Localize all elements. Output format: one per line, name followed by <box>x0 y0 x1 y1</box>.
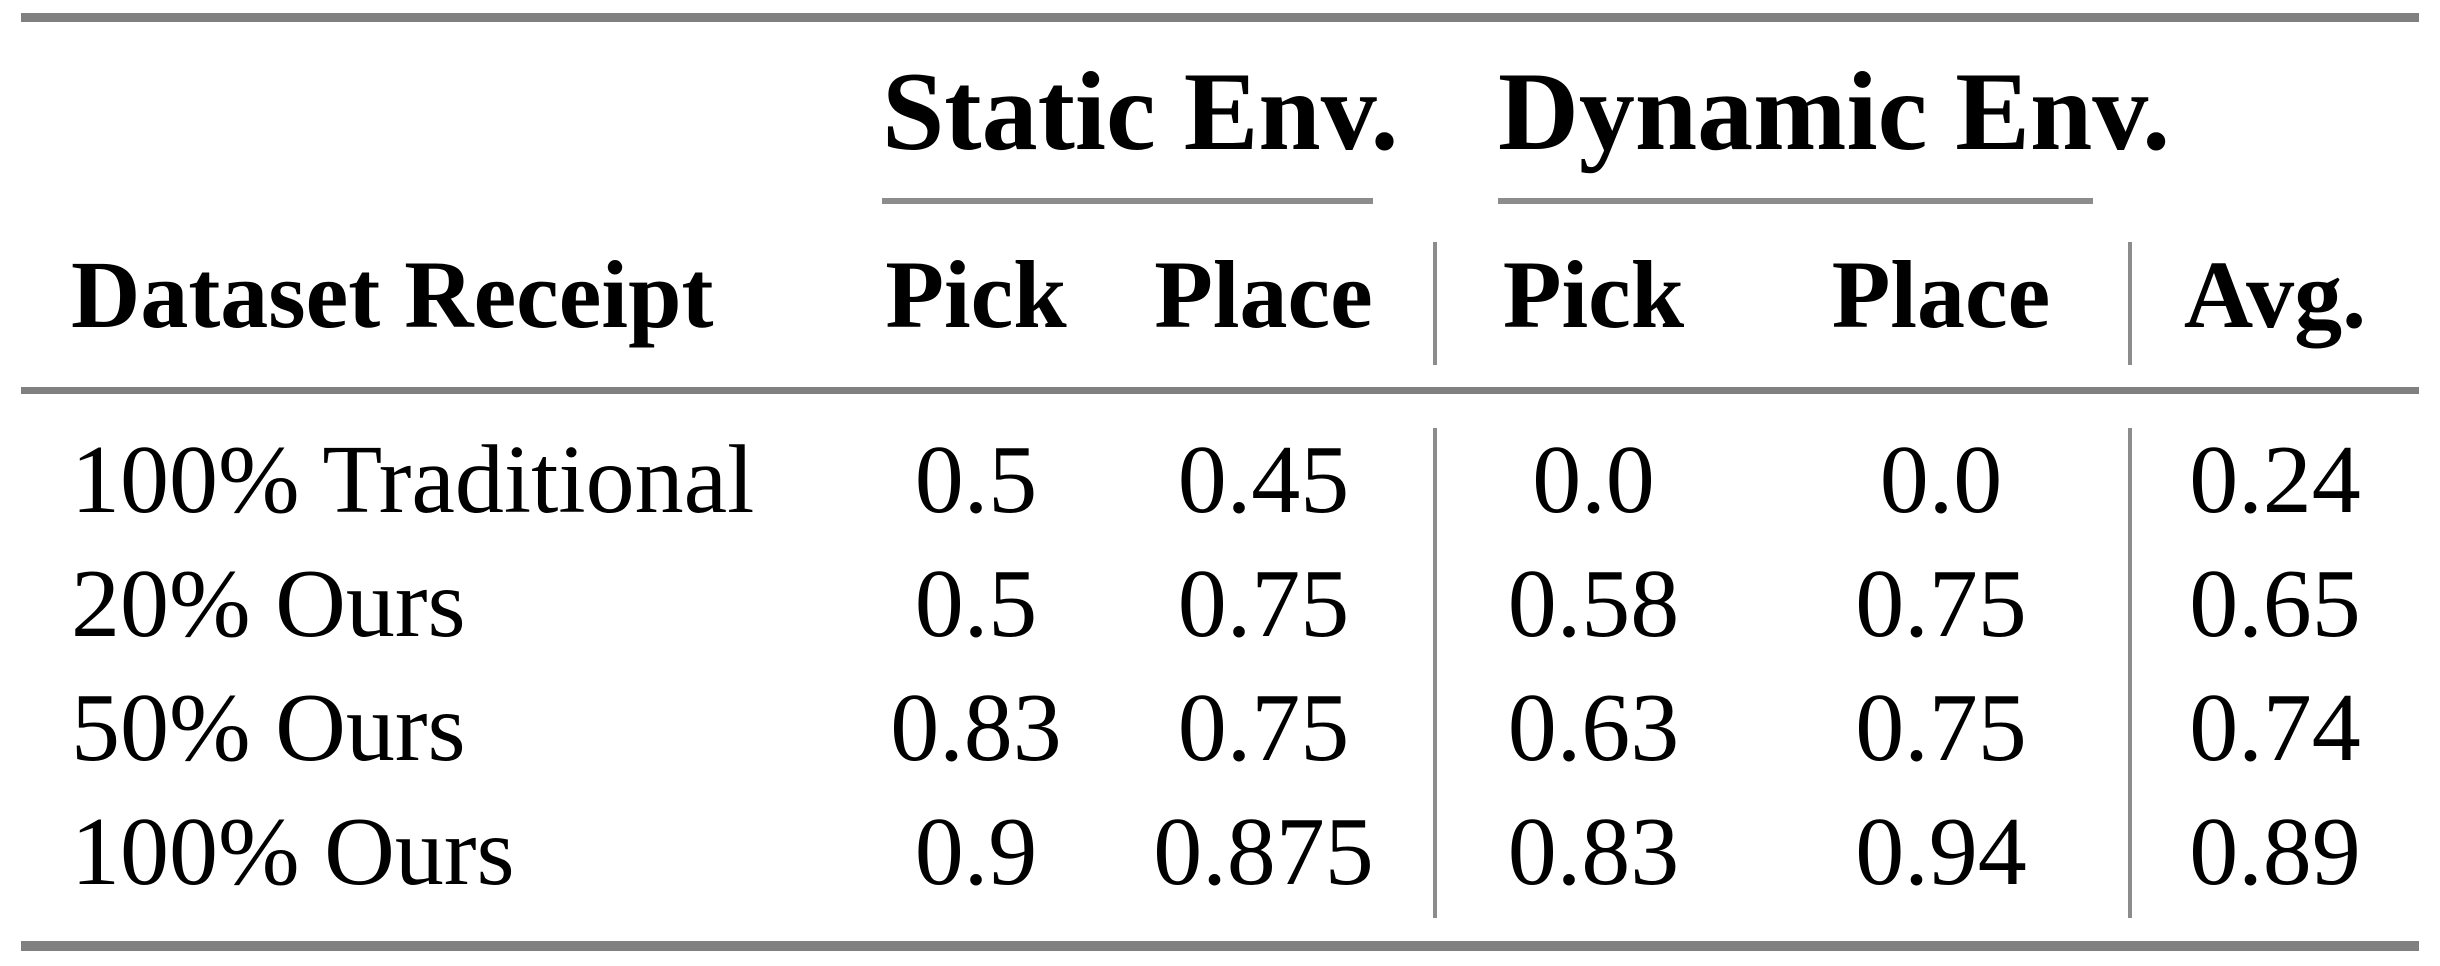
cell-static-place: 0.75 <box>1177 550 1350 658</box>
bottom-rule <box>21 941 2419 951</box>
table-row: 50% Ours 0.83 0.75 0.63 0.75 0.74 <box>21 679 2419 777</box>
column-header-row: Dataset Receipt Pick Place Pick Place Av… <box>21 247 2419 343</box>
group-header-dynamic-env: Dynamic Env. <box>1498 50 2171 174</box>
row-label: 50% Ours <box>71 674 466 782</box>
cell-dynamic-place: 0.0 <box>1879 426 2003 534</box>
cell-static-pick: 0.5 <box>914 426 1038 534</box>
cell-dynamic-place: 0.75 <box>1855 674 2027 782</box>
vline-static-dynamic-body <box>1433 428 1437 918</box>
cell-dynamic-pick: 0.0 <box>1532 426 1655 534</box>
row-label: 100% Traditional <box>71 426 755 534</box>
cell-dynamic-pick: 0.58 <box>1507 550 1680 658</box>
cell-static-place: 0.875 <box>1153 798 1374 906</box>
cell-avg: 0.65 <box>2189 550 2361 658</box>
cell-dynamic-pick: 0.63 <box>1507 674 1680 782</box>
cell-dynamic-pick: 0.83 <box>1507 798 1680 906</box>
cell-dynamic-place: 0.75 <box>1855 550 2027 658</box>
cell-static-pick: 0.5 <box>914 550 1038 658</box>
cell-avg: 0.89 <box>2189 798 2361 906</box>
vline-dynamic-avg-header <box>2128 242 2132 365</box>
vline-static-dynamic-header <box>1433 242 1437 365</box>
col-header-dataset-receipt: Dataset Receipt <box>71 241 714 348</box>
col-header-static-place: Place <box>1154 241 1373 348</box>
table-row: 20% Ours 0.5 0.75 0.58 0.75 0.65 <box>21 555 2419 653</box>
cell-static-pick: 0.9 <box>914 798 1038 906</box>
top-rule <box>21 13 2419 22</box>
table-row: 100% Ours 0.9 0.875 0.83 0.94 0.89 <box>21 803 2419 901</box>
cell-static-place: 0.75 <box>1177 674 1350 782</box>
cell-avg: 0.24 <box>2189 426 2361 534</box>
cell-dynamic-place: 0.94 <box>1855 798 2027 906</box>
cell-static-pick: 0.83 <box>890 674 1062 782</box>
col-header-dynamic-pick: Pick <box>1502 241 1685 348</box>
dynamic-env-cmidrule <box>1498 198 2093 204</box>
static-env-cmidrule <box>882 198 1373 204</box>
vline-dynamic-avg-body <box>2128 428 2132 918</box>
cell-static-place: 0.45 <box>1177 426 1350 534</box>
group-header-static-env: Static Env. <box>882 50 1399 174</box>
row-label: 100% Ours <box>71 798 515 906</box>
mid-rule <box>21 387 2419 394</box>
col-header-static-pick: Pick <box>885 241 1067 348</box>
row-label: 20% Ours <box>71 550 466 658</box>
table-row: 100% Traditional 0.5 0.45 0.0 0.0 0.24 <box>21 431 2419 529</box>
cell-avg: 0.74 <box>2189 674 2361 782</box>
col-header-dynamic-place: Place <box>1831 241 2051 348</box>
col-header-avg: Avg. <box>2183 241 2367 348</box>
